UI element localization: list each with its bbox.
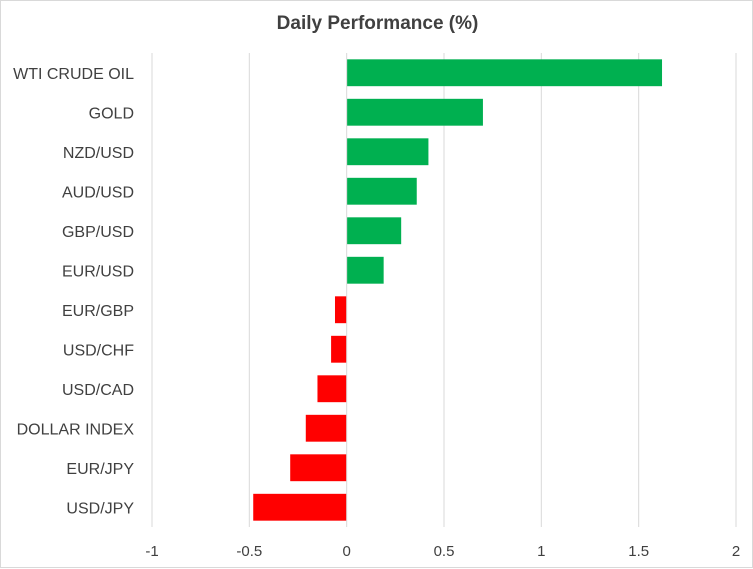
x-tick-label: -0.5 [236, 543, 262, 560]
bar [290, 454, 347, 482]
bar [334, 296, 347, 324]
category-label: WTI CRUDE OIL [13, 66, 134, 83]
x-tick-label: 0.5 [434, 543, 455, 560]
bar [346, 59, 663, 87]
bar [346, 98, 483, 126]
bar [346, 177, 417, 205]
x-tick-label: 1.5 [628, 543, 649, 560]
category-label: GBP/USD [62, 224, 134, 241]
category-label: USD/CAD [62, 382, 134, 399]
x-tick-label: 2 [732, 543, 740, 560]
x-tick-label: 0 [342, 543, 350, 560]
bar [346, 256, 384, 284]
category-label: USD/JPY [66, 500, 134, 517]
x-tick-label: 1 [537, 543, 545, 560]
bar [346, 138, 429, 166]
chart-title: Daily Performance (%) [276, 13, 479, 34]
category-label: EUR/JPY [66, 461, 134, 478]
category-label: USD/CHF [63, 342, 134, 359]
category-label: AUD/USD [62, 184, 134, 201]
bar [305, 414, 347, 442]
category-label: NZD/USD [63, 145, 134, 162]
bar [331, 335, 347, 363]
bar [317, 375, 347, 403]
x-tick-label: -1 [145, 543, 158, 560]
bar [253, 493, 347, 521]
category-label: EUR/GBP [62, 303, 134, 320]
category-label: GOLD [89, 105, 134, 122]
bar [346, 217, 402, 245]
category-label: DOLLAR INDEX [17, 421, 135, 438]
category-label: EUR/USD [62, 263, 134, 280]
